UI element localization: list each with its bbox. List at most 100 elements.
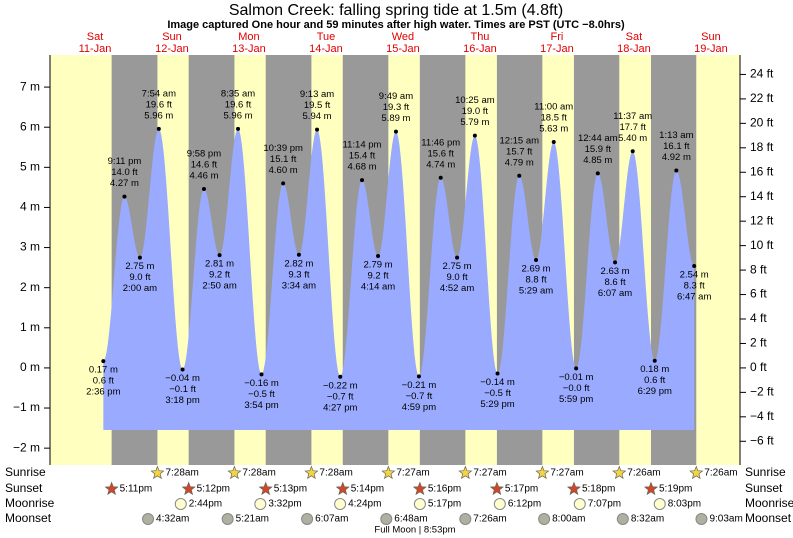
tide-dot <box>613 260 618 265</box>
moonrise-time: 3:32pm <box>268 499 301 510</box>
tide-label: 11:14 pm <box>343 140 382 151</box>
tide-label: −0.21 m <box>402 380 437 391</box>
tide-label: 5.96 m <box>223 110 252 121</box>
tide-label: 4.92 m <box>662 152 691 163</box>
day-date: 12-Jan <box>155 43 189 55</box>
sunrise-time: 7:28am <box>319 468 352 479</box>
tide-label: 0.17 m <box>89 365 118 376</box>
tide-label: 9:49 am <box>379 91 413 102</box>
tide-label: −0.16 m <box>244 378 279 389</box>
tide-label: −0.1 ft <box>169 384 196 395</box>
tide-label: 14.6 ft <box>191 160 218 171</box>
tide-label: 15.4 ft <box>349 151 376 162</box>
tide-label: 6:29 pm <box>638 386 672 397</box>
tide-label: 2.75 m <box>125 261 154 272</box>
tide-label: 4.60 m <box>269 165 298 176</box>
y-tick-label: 2 m <box>20 280 40 294</box>
tide-dot <box>156 126 161 131</box>
moonrise-icon <box>653 498 666 510</box>
sunrise-icon <box>227 465 242 480</box>
y-tick-label: −2 m <box>13 440 40 454</box>
tide-label: 4.68 m <box>347 162 376 173</box>
moonset-time: 6:07am <box>315 514 348 525</box>
tide-label: 9.0 ft <box>447 272 468 283</box>
tide-dot <box>360 178 365 183</box>
sunrise-time: 7:26am <box>704 468 737 479</box>
tide-label: 5:59 pm <box>559 394 593 405</box>
tide-dot <box>236 126 241 131</box>
moonrise-icon <box>334 498 347 510</box>
tide-label: 19.0 ft <box>462 106 489 117</box>
tide-label: 8.8 ft <box>525 275 546 286</box>
tide-label: −0.5 ft <box>484 388 511 399</box>
tide-label: 2:00 am <box>123 283 157 294</box>
sunrise-icon <box>381 465 396 480</box>
row-label-right: Sunset <box>745 481 783 495</box>
tide-label: 5:29 am <box>519 286 553 297</box>
tide-label: 3:54 pm <box>244 400 278 411</box>
sunset-time: 5:17pm <box>505 484 538 495</box>
tide-area <box>103 128 695 430</box>
y2-tick-label: 22 ft <box>750 91 774 105</box>
tide-label: 5.79 m <box>460 117 489 128</box>
y-tick-label: 4 m <box>20 200 40 214</box>
tide-label: 15.1 ft <box>270 154 297 165</box>
tide-label: −0.22 m <box>323 380 358 391</box>
moonrise-time: 2:44pm <box>189 499 222 510</box>
tide-label: 15.6 ft <box>428 148 455 159</box>
tide-label: 9.3 ft <box>288 269 309 280</box>
y2-tick-label: 12 ft <box>750 213 774 227</box>
sunset-icon <box>104 481 119 496</box>
moonrise-time: 5:17pm <box>428 499 461 510</box>
moonrise-time: 8:03pm <box>668 499 701 510</box>
tide-label: 9.0 ft <box>129 272 150 283</box>
tide-label: −0.5 ft <box>248 389 275 400</box>
sunset-icon <box>258 481 273 496</box>
tide-dot <box>259 372 264 377</box>
tide-dot <box>495 371 500 376</box>
tide-label: 4.79 m <box>505 157 534 168</box>
day-date: 15-Jan <box>386 43 420 55</box>
full-moon: Full Moon | 8:53pm <box>374 525 455 536</box>
tide-label: 3:34 am <box>282 280 316 291</box>
tide-label: 19.5 ft <box>304 100 331 111</box>
chart-subtitle: Image captured One hour and 59 minutes a… <box>167 19 625 31</box>
tide-dot <box>455 255 460 260</box>
tide-label: 16.1 ft <box>663 141 690 152</box>
tide-dot <box>101 359 106 364</box>
tide-dot <box>692 264 697 269</box>
sunset-icon <box>643 481 659 496</box>
sunset-icon <box>489 481 504 496</box>
tide-label: 18.5 ft <box>541 113 568 124</box>
tide-label: 2:50 am <box>202 281 236 292</box>
tide-label: 11:00 am <box>534 102 573 113</box>
tide-label: −0.0 ft <box>563 383 590 394</box>
tide-dot <box>393 129 398 134</box>
tide-label: 4:59 pm <box>402 402 436 413</box>
tide-label: 1:13 am <box>659 130 693 141</box>
y2-tick-label: 16 ft <box>750 164 774 178</box>
tide-label: 14.0 ft <box>111 167 138 178</box>
y-tick-label: 5 m <box>20 160 40 174</box>
tide-label: 5.63 m <box>539 124 568 135</box>
tide-label: 6:07 am <box>598 288 632 299</box>
tide-label: 11:37 am <box>613 111 652 122</box>
tide-label: −0.7 ft <box>406 391 433 402</box>
sunset-icon <box>412 481 427 496</box>
day-weekday: Tue <box>317 31 336 43</box>
sunrise-time: 7:27am <box>396 468 429 479</box>
tide-label: 5.94 m <box>303 111 332 122</box>
sunset-icon <box>181 481 196 496</box>
sunrise-icon <box>612 465 627 480</box>
tide-dot <box>180 367 185 372</box>
y2-tick-label: 14 ft <box>750 189 774 203</box>
tide-curve <box>103 128 695 430</box>
tide-label: 9:13 am <box>300 89 334 100</box>
moonrise-icon <box>573 498 586 510</box>
y2-tick-label: 20 ft <box>750 116 774 130</box>
tide-label: 19.3 ft <box>383 102 410 113</box>
sunset-time: 5:18pm <box>582 484 615 495</box>
day-weekday: Sun <box>162 31 182 43</box>
tide-label: 2.63 m <box>601 266 630 277</box>
